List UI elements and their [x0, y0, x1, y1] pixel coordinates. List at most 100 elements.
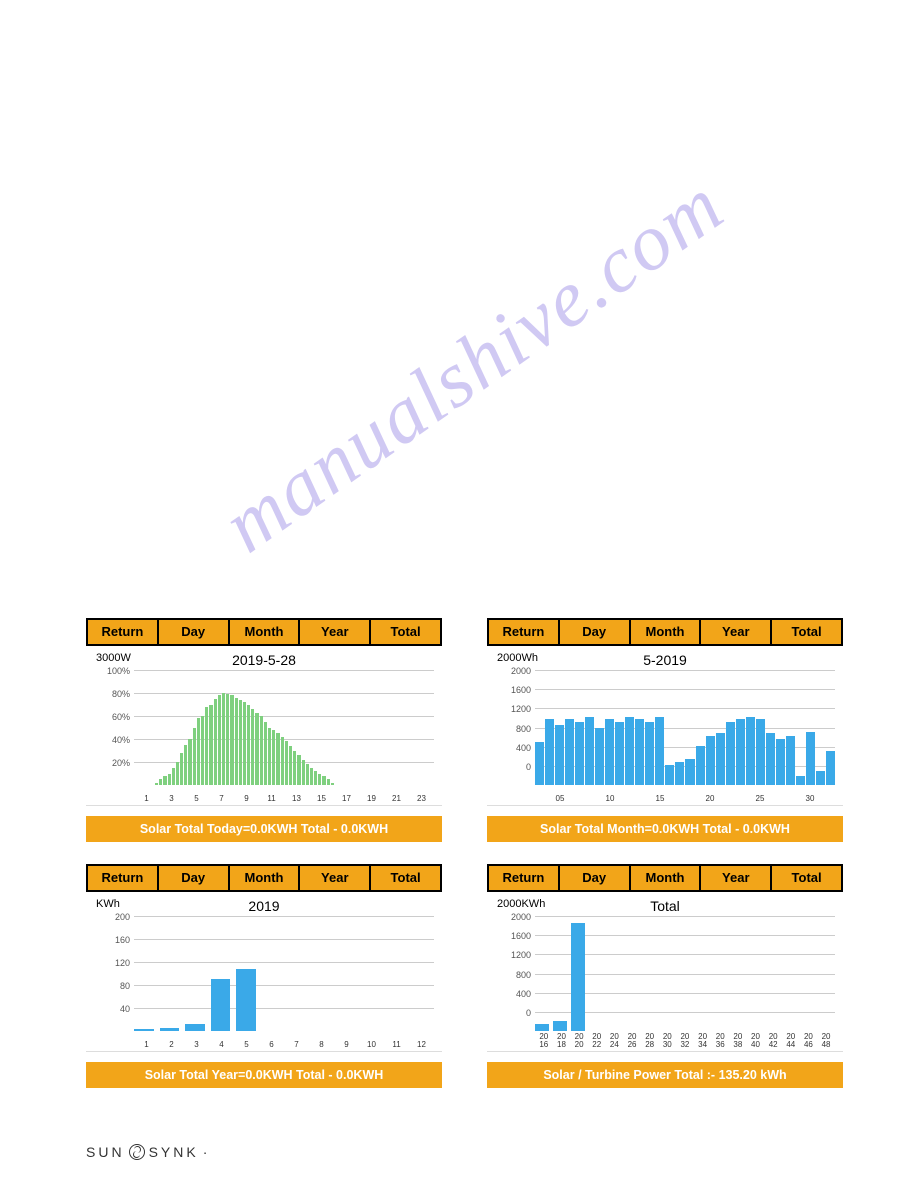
x-tick-label: 13	[284, 795, 309, 803]
bar	[302, 760, 305, 785]
tab-total[interactable]: Total	[371, 620, 440, 644]
x-tick-label: 20 38	[729, 1033, 747, 1049]
x-tick-label: 9	[334, 1041, 359, 1049]
bar	[306, 764, 309, 785]
y-tick-label: 20%	[112, 758, 134, 768]
tab-bar: ReturnDayMonthYearTotal	[487, 864, 843, 892]
tab-month[interactable]: Month	[230, 866, 301, 890]
y-tick-label: 120	[115, 958, 134, 968]
x-tick-label: 1	[134, 795, 159, 803]
tab-year[interactable]: Year	[701, 866, 772, 890]
chart-title: Total	[487, 898, 843, 914]
y-tick-label: 1200	[511, 950, 535, 960]
bar	[675, 762, 684, 785]
x-tick-label: 21	[384, 795, 409, 803]
x-tick-label: 20 40	[747, 1033, 765, 1049]
bar	[685, 759, 694, 785]
bar	[571, 923, 585, 1031]
chart-body: KWh20192001601208040123456789101112	[86, 892, 442, 1052]
x-tick-label: 20 30	[658, 1033, 676, 1049]
bar	[293, 751, 296, 786]
bar	[553, 1021, 567, 1031]
bar	[247, 705, 250, 786]
tab-month[interactable]: Month	[631, 620, 702, 644]
tab-total[interactable]: Total	[772, 620, 841, 644]
tab-return[interactable]: Return	[88, 866, 159, 890]
tab-month[interactable]: Month	[230, 620, 301, 644]
tab-total[interactable]: Total	[772, 866, 841, 890]
x-axis: 20 1620 1820 2020 2220 2420 2620 2820 30…	[535, 1033, 835, 1049]
y-tick-label: 60%	[112, 712, 134, 722]
y-tick-label: 1600	[511, 931, 535, 941]
panel-footer: Solar / Turbine Power Total :- 135.20 kW…	[487, 1062, 843, 1088]
bar	[756, 719, 765, 785]
bar	[134, 1029, 154, 1031]
bar	[285, 741, 288, 785]
bar	[535, 1024, 549, 1031]
y-tick-label: 800	[516, 970, 535, 980]
bars-container	[535, 670, 835, 785]
y-tick-label: 2000	[511, 666, 535, 676]
bar	[163, 776, 166, 785]
tab-month[interactable]: Month	[631, 866, 702, 890]
y-tick-label: 1200	[511, 704, 535, 714]
x-tick-label: 3	[159, 795, 184, 803]
bar	[160, 1028, 180, 1031]
bar	[331, 783, 334, 785]
bar	[251, 709, 254, 785]
bar	[655, 717, 664, 785]
bar	[201, 716, 204, 785]
x-tick-label: 9	[234, 795, 259, 803]
bar	[796, 776, 805, 785]
x-tick-label: 20 34	[694, 1033, 712, 1049]
tab-year[interactable]: Year	[300, 866, 371, 890]
bar	[595, 728, 604, 786]
bar	[209, 705, 212, 786]
chart-panel: ReturnDayMonthYearTotal2000KWhTotal20001…	[487, 864, 843, 1088]
bar	[545, 719, 554, 785]
bar	[159, 779, 162, 785]
chart-title: 2019	[86, 898, 442, 914]
watermark-text: manualshive.com	[207, 160, 741, 572]
tab-year[interactable]: Year	[300, 620, 371, 644]
bar	[214, 699, 217, 785]
tab-year[interactable]: Year	[701, 620, 772, 644]
x-tick-label: 5	[184, 795, 209, 803]
x-tick-label: 20 44	[782, 1033, 800, 1049]
bar	[230, 695, 233, 785]
bar	[776, 739, 785, 785]
tab-day[interactable]: Day	[560, 866, 631, 890]
x-tick-label: 2	[159, 1041, 184, 1049]
chart-title: 5-2019	[487, 652, 843, 668]
x-tick-label: 23	[409, 795, 434, 803]
tab-bar: ReturnDayMonthYearTotal	[86, 618, 442, 646]
bar	[706, 736, 715, 785]
panels-grid: ReturnDayMonthYearTotal3000W2019-5-28100…	[86, 618, 844, 1088]
x-axis: 1357911131517192123	[134, 795, 434, 803]
y-tick-label: 2000	[511, 912, 535, 922]
x-tick-label: 20 16	[535, 1033, 553, 1049]
tab-total[interactable]: Total	[371, 866, 440, 890]
x-tick-label: 15	[635, 795, 685, 803]
tab-return[interactable]: Return	[88, 620, 159, 644]
x-tick-label: 4	[209, 1041, 234, 1049]
tab-day[interactable]: Day	[560, 620, 631, 644]
x-tick-label: 8	[309, 1041, 334, 1049]
y-tick-label: 40	[120, 1004, 134, 1014]
tab-day[interactable]: Day	[159, 620, 230, 644]
y-tick-label: 1600	[511, 685, 535, 695]
bar	[268, 728, 271, 786]
x-tick-label: 3	[184, 1041, 209, 1049]
logo-icon	[129, 1144, 145, 1160]
x-tick-label: 15	[309, 795, 334, 803]
y-tick-label: 160	[115, 935, 134, 945]
tab-return[interactable]: Return	[489, 866, 560, 890]
bar	[746, 717, 755, 785]
bar	[211, 979, 231, 1031]
y-tick-label: 200	[115, 912, 134, 922]
bar	[806, 732, 815, 785]
tab-day[interactable]: Day	[159, 866, 230, 890]
bar	[635, 719, 644, 785]
tab-return[interactable]: Return	[489, 620, 560, 644]
x-tick-label: 30	[785, 795, 835, 803]
